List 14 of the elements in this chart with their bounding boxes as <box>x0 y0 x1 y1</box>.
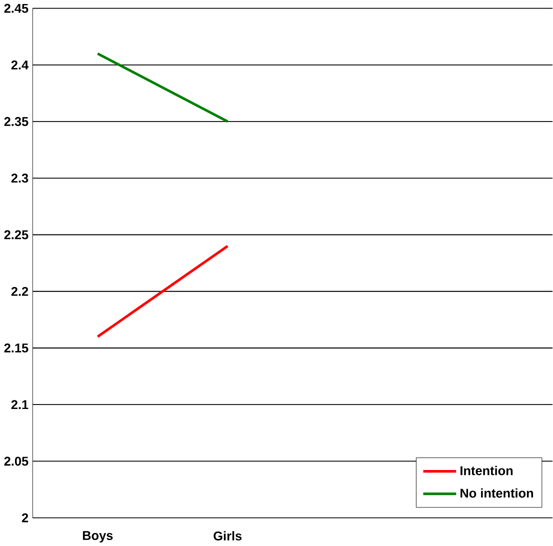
y-tick-label: 2.15 <box>4 343 28 352</box>
y-tick-label: 2.2 <box>11 286 28 296</box>
x-tick-label: Girls <box>214 530 242 540</box>
x-tick-label: Boys <box>82 530 113 542</box>
legend-label: No intention <box>460 488 534 498</box>
y-tick-label: 2.05 <box>4 456 28 466</box>
legend-label: Intention <box>460 466 513 476</box>
y-tick-label: 2.35 <box>4 116 28 126</box>
y-tick-label: 2.4 <box>11 60 29 70</box>
y-tick-label: 2.45 <box>4 4 28 13</box>
y-tick-label: 2 <box>22 513 28 522</box>
y-tick-label: 2.1 <box>11 400 28 409</box>
y-tick-label: 2.3 <box>11 173 28 182</box>
y-tick-label: 2.25 <box>4 230 28 240</box>
